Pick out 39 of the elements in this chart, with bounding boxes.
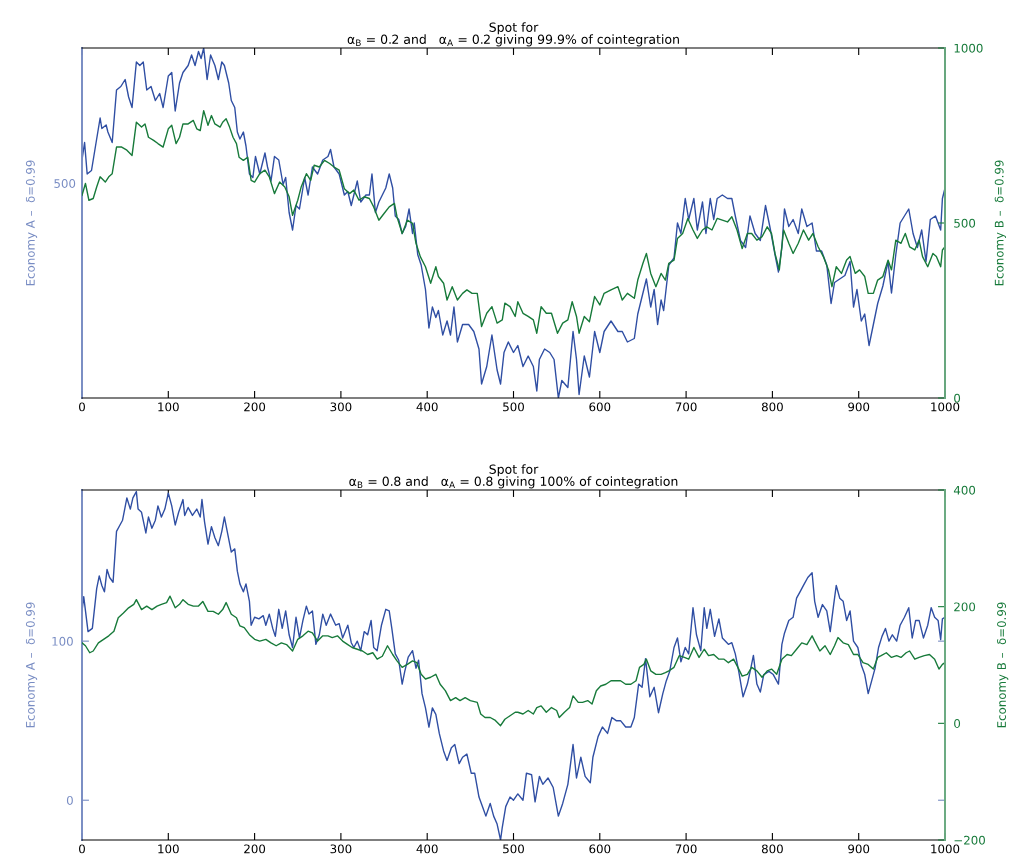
y2-tick-label: 200	[954, 602, 976, 612]
y2-tick-label: 0	[954, 719, 961, 728]
x-tick-label: 400	[416, 402, 438, 412]
x-tick-label: 800	[761, 844, 783, 854]
line-series	[82, 109, 945, 334]
y2-tick-label: −200	[954, 835, 985, 845]
y2-axis-title: Economy B – δ=0.99	[997, 602, 1009, 728]
x-tick-label: 1000	[931, 402, 960, 412]
x-tick-label: 0	[79, 844, 85, 854]
y2-tick-label: 500	[954, 218, 976, 228]
x-tick-label: 200	[244, 844, 266, 854]
x-tick-label: 500	[503, 844, 524, 854]
x-tick-label: 1000	[931, 844, 960, 854]
x-tick-label: 600	[589, 844, 611, 854]
y2-tick-label: 400	[953, 485, 976, 495]
x-tick-label: 700	[675, 844, 697, 854]
x-tick-label: 900	[848, 844, 870, 854]
y-axis-title: Economy A – δ=0.99	[25, 602, 38, 728]
x-tick-label: 300	[330, 402, 352, 412]
line-series	[82, 595, 945, 727]
x-tick-label: 100	[158, 844, 179, 854]
y-axis-title: Economy A – δ=0.99	[25, 160, 38, 286]
y2-tick-label: 0	[954, 393, 961, 403]
y2-axis-title: Economy B – δ=0.99	[994, 160, 1006, 286]
x-tick-label: 500	[503, 402, 524, 412]
x-tick-label: 800	[761, 402, 783, 412]
x-tick-label: 200	[244, 402, 266, 412]
x-tick-label: 900	[848, 402, 870, 412]
chart-title: Spot for α$_{B}$ = 0.8 and α$_{A}$ = 0.8 giving 100% of cointegration	[349, 464, 678, 489]
x-tick-label: 0	[79, 402, 85, 412]
y2-tick-label: 1000	[954, 43, 983, 53]
x-tick-label: 600	[589, 402, 611, 412]
line-series	[82, 490, 945, 840]
x-tick-label: 700	[675, 402, 697, 412]
chart-title: Spot for α$_{B}$ = 0.2 and α$_{A}$ = 0.2 giving 99.9% of cointegration	[347, 22, 679, 47]
x-tick-label: 400	[416, 844, 438, 854]
text: 500	[54, 179, 76, 188]
x-tick-label: 300	[330, 844, 352, 854]
x-tick-label: 100	[158, 402, 179, 412]
